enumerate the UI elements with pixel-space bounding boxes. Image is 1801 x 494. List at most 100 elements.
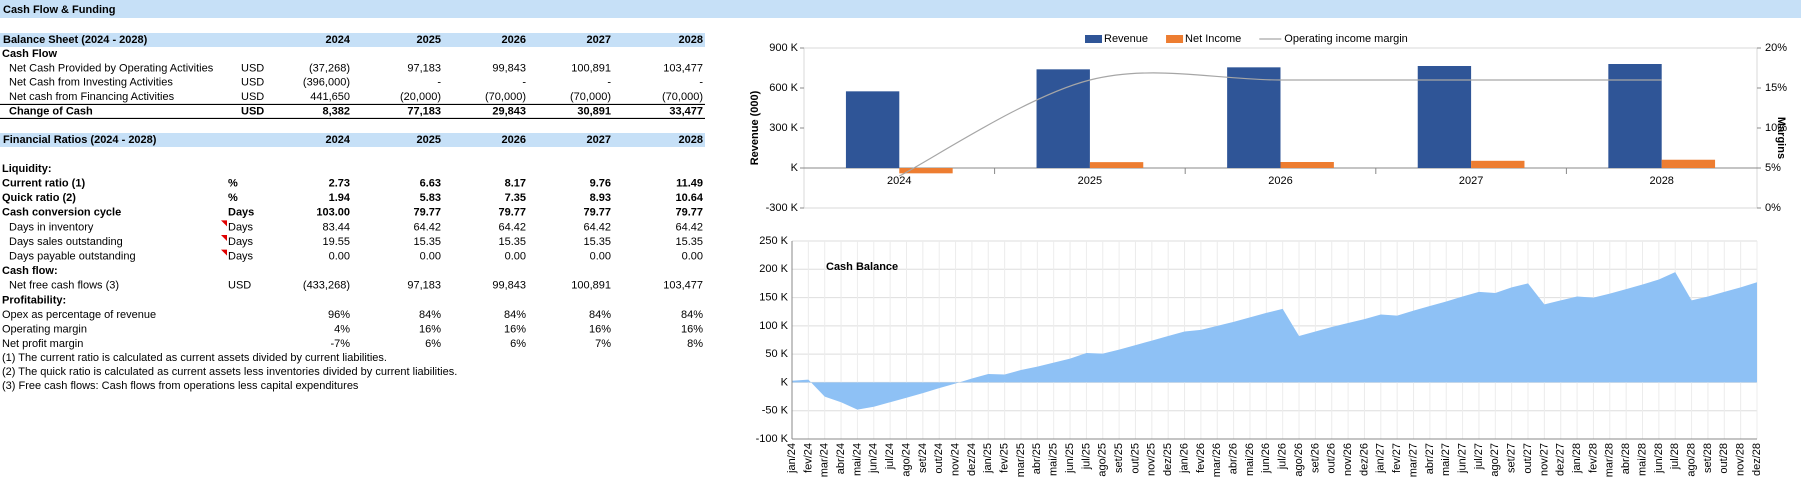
cell: 16% [504,324,526,336]
y-tick-label: 600 K [769,82,798,94]
cell: 96% [328,309,350,321]
cell: 2.73 [329,178,350,190]
cell: 29,843 [492,105,526,117]
cell: 99,843 [492,62,526,74]
cell: 8,382 [322,105,350,117]
x-tick-label: jan/27 [1375,443,1387,474]
cell: 8.93 [590,192,611,204]
x-tick-label: jul/27 [1473,443,1485,470]
legend-swatch [1166,35,1184,43]
cell: 99,843 [492,280,526,292]
y-tick-label: 100 K [759,320,788,332]
cell: (70,000) [570,91,611,103]
cell: -7% [330,338,350,350]
cell: 103,477 [663,62,703,74]
cell: - [437,77,441,89]
y-tick-label: 300 K [769,122,798,134]
legend-label: Revenue [1104,33,1148,45]
y-tick-label: 900 K [769,42,798,54]
x-tick-label: mai/28 [1636,443,1648,476]
cell: 64.42 [583,221,611,233]
legend-label: Operating income margin [1284,33,1408,45]
x-tick-label: jan/24 [786,443,798,474]
cell: 103,477 [663,280,703,292]
cell: 15.35 [413,236,441,248]
row-unit: Days [228,251,254,263]
y2-axis-title: Margins [1775,117,1787,159]
y2-tick-label: 10% [1765,122,1787,134]
y-tick-label: 50 K [765,348,788,360]
x-tick-label: out/28 [1718,443,1730,474]
cell: 77,183 [407,105,441,117]
row-unit: USD [241,62,264,74]
table-title: Financial Ratios (2024 - 2028) [3,134,157,146]
x-tick-label: mai/25 [1048,443,1060,476]
x-tick-label: mar/26 [1211,443,1223,477]
row-unit: USD [228,280,251,292]
x-tick-label: set/27 [1506,443,1518,473]
row-label: Net cash from Financing Activities [9,91,175,103]
cell: 79.77 [498,207,526,219]
x-tick-label: jul/26 [1277,443,1289,470]
row-label: Cash conversion cycle [2,207,121,219]
year-header: 2025 [417,134,441,146]
x-tick-label: dez/24 [966,443,978,476]
cell: 0.00 [420,251,441,263]
x-tick-label: nov/27 [1538,443,1550,476]
cell: 0.00 [682,251,703,263]
note: (1) The current ratio is calculated as c… [2,352,387,364]
x-tick-label: out/27 [1522,443,1534,474]
x-tick-label: mai/26 [1244,443,1256,476]
cell: 84% [681,309,703,321]
row-unit: USD [241,91,264,103]
cell: 64.42 [413,221,441,233]
cell: 64.42 [498,221,526,233]
cell: 5.83 [420,192,441,204]
row-label: Liquidity: [2,163,52,175]
x-tick-label: out/24 [933,443,945,474]
header-band [0,0,1801,18]
cell: 15.35 [498,236,526,248]
row-label: Net free cash flows (3) [9,280,119,292]
x-tick-label: nov/24 [949,443,961,476]
cell: 84% [419,309,441,321]
y-tick-label: 250 K [759,235,788,247]
cell: 84% [504,309,526,321]
bar [1089,162,1144,168]
note: (3) Free cash flows: Cash flows from ope… [2,380,359,392]
cell: - [522,77,526,89]
cell: 11.49 [676,178,703,190]
x-tick-label: fev/27 [1391,443,1403,473]
cell: 103.00 [316,207,350,219]
table-header-band [0,33,705,47]
y-tick-label: K [781,376,789,388]
cell: 97,183 [407,62,441,74]
x-tick-label: jun/26 [1260,443,1272,474]
row-label: Cash Flow [2,48,57,60]
x-tick-label: mar/27 [1407,443,1419,477]
x-tick-label: mar/24 [819,443,831,477]
x-tick-label: abr/27 [1424,443,1436,474]
x-tick-label: abr/24 [835,443,847,474]
x-tick-label: jul/24 [884,443,896,470]
y-tick-label: -50 K [762,405,789,417]
x-tick-label: ago/28 [1685,443,1697,477]
cell: 30,891 [577,105,611,117]
x-tick-label: set/26 [1309,443,1321,473]
x-tick-label: mai/24 [851,443,863,476]
year-header: 2026 [502,34,526,46]
cell: - [607,77,611,89]
cell: (396,000) [303,77,350,89]
cell: 0.00 [505,251,526,263]
bar [1471,160,1525,168]
cell: 15.35 [675,236,703,248]
x-tick-label: abr/25 [1031,443,1043,474]
cell: 16% [589,324,611,336]
bar [1036,69,1090,168]
year-header: 2024 [326,34,351,46]
y-tick-label: 150 K [759,291,788,303]
bar [899,168,953,174]
table-header-band [0,133,705,147]
cell: 33,477 [669,105,703,117]
bar [1280,162,1334,168]
